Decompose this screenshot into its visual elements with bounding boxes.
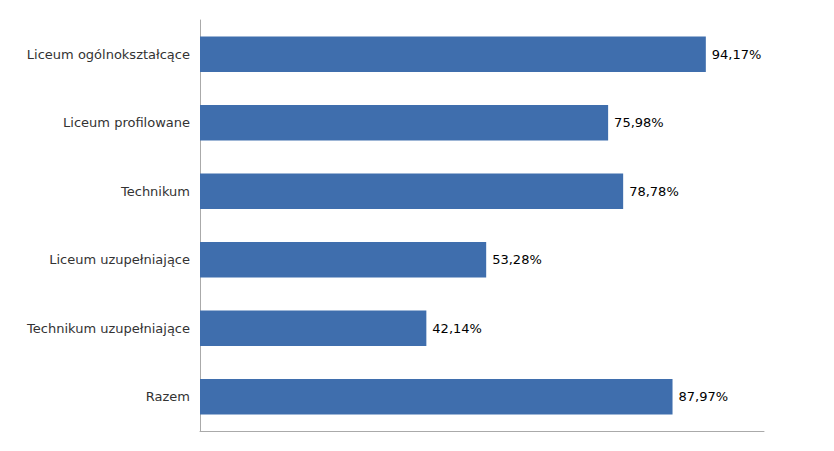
svg-text:Technikum: Technikum [120,184,190,199]
svg-text:42,14%: 42,14% [432,321,482,336]
svg-text:53,28%: 53,28% [492,252,542,267]
svg-text:78,78%: 78,78% [629,184,679,199]
svg-text:Razem: Razem [146,389,190,404]
svg-text:87,97%: 87,97% [679,389,729,404]
svg-text:Liceum ogólnokształcące: Liceum ogólnokształcące [27,47,190,62]
svg-text:Liceum uzupełniające: Liceum uzupełniające [49,252,190,267]
svg-text:Technikum uzupełniające: Technikum uzupełniające [26,321,190,336]
svg-text:Liceum profilowane: Liceum profilowane [63,115,190,130]
svg-text:94,17%: 94,17% [712,47,762,62]
svg-text:75,98%: 75,98% [614,115,664,130]
